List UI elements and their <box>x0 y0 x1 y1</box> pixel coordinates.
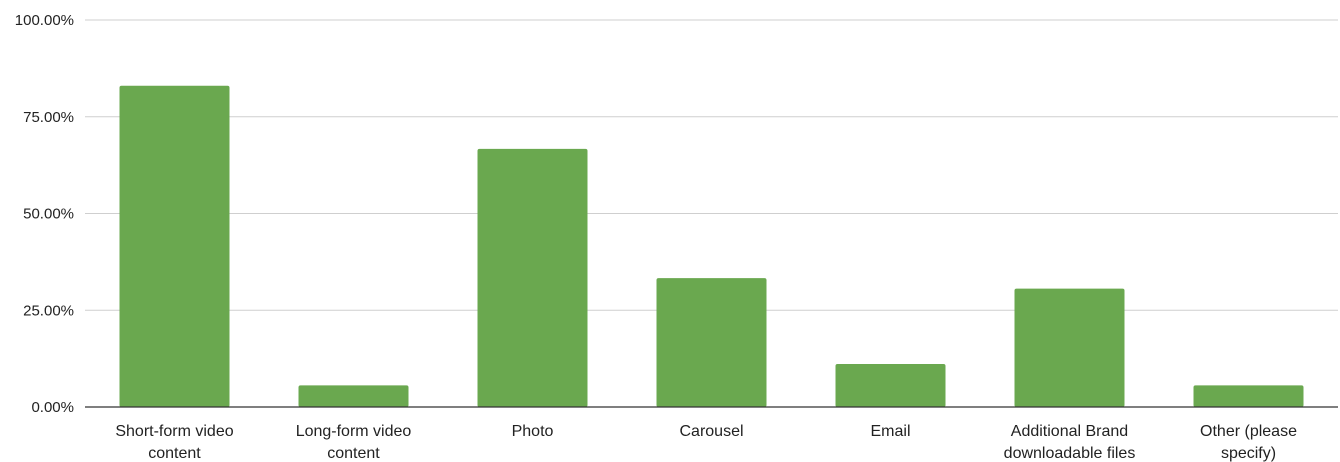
y-tick-label: 25.00% <box>23 302 74 319</box>
y-axis-tick-labels: 0.00% 25.00% 50.00% 75.00% 100.00% <box>15 12 74 416</box>
bars <box>119 85 1304 407</box>
bar <box>298 385 409 407</box>
x-category-label: Additional Brand downloadable files <box>1004 423 1136 462</box>
y-tick-label: 50.00% <box>23 206 74 223</box>
bar <box>119 85 230 407</box>
y-tick-label: 100.00% <box>15 12 74 29</box>
x-category-label: Other (please specify) <box>1200 423 1297 462</box>
x-category-label: Long-form video content <box>296 423 412 462</box>
x-category-label: Photo <box>512 423 554 440</box>
bar <box>656 278 767 407</box>
x-category-label: Email <box>870 423 910 440</box>
bar <box>1193 385 1304 407</box>
x-axis-category-labels: Short-form video content Long-form video co… <box>115 423 1297 462</box>
bar <box>1014 288 1125 407</box>
x-category-label: Carousel <box>679 423 743 440</box>
bar <box>835 364 946 407</box>
bar <box>477 148 588 407</box>
x-category-label: Short-form video content <box>115 423 233 462</box>
gridlines <box>85 19 1338 311</box>
y-tick-label: 75.00% <box>23 109 74 126</box>
y-tick-label: 0.00% <box>31 399 74 416</box>
